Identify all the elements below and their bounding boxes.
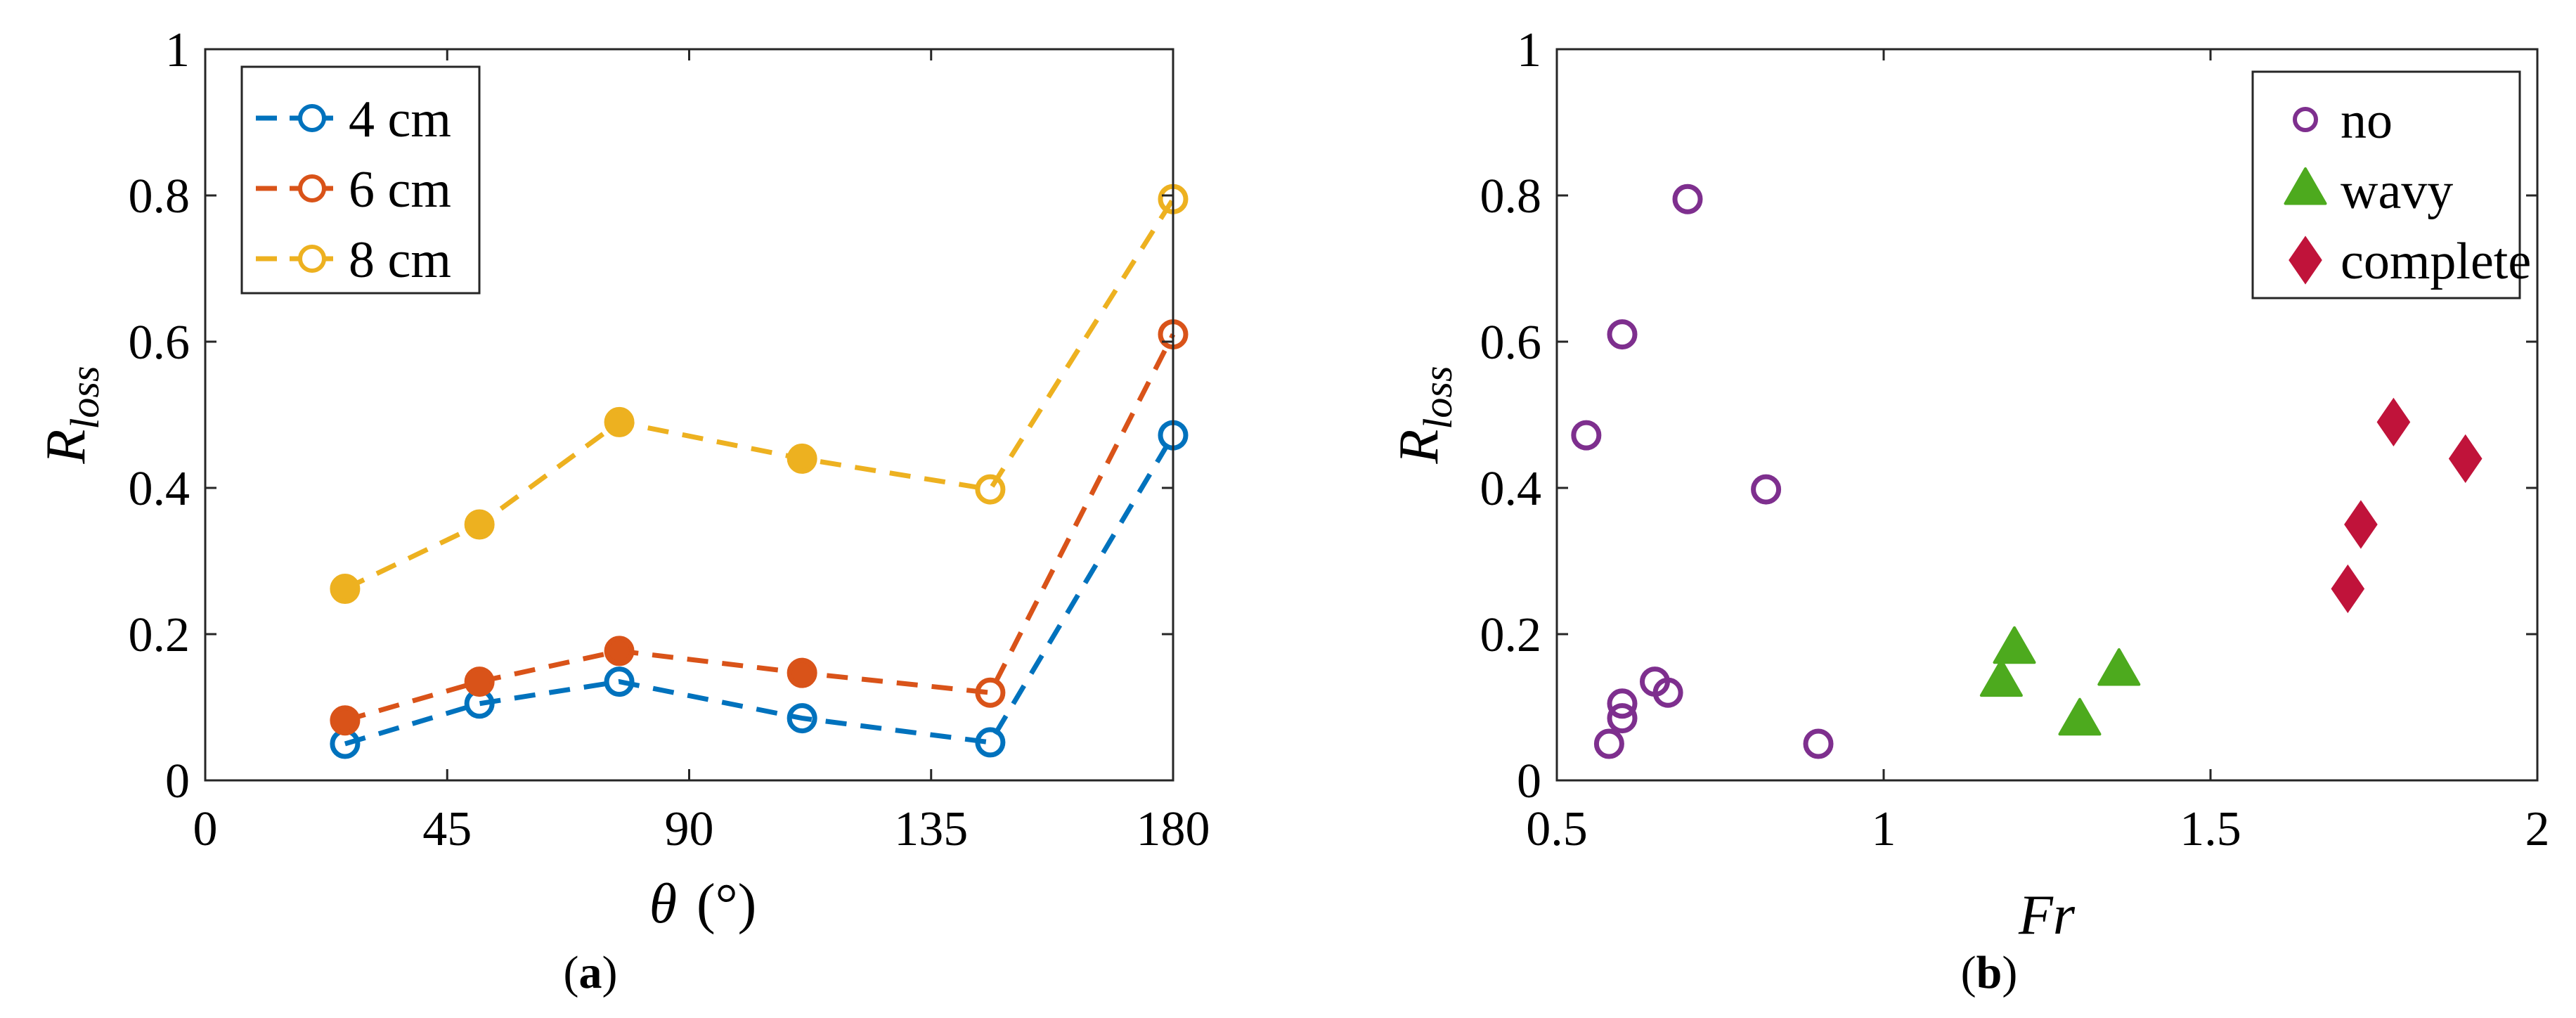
data-point-no: [1607, 688, 1638, 719]
panel-b-chart: 0.5 1 1.5 2 0 0.2 0.4 0.6 0.8 1 Fr Rloss no wavy co…: [1388, 23, 2550, 998]
data-point-8-cm: [604, 406, 635, 437]
legend-marker: [298, 174, 326, 202]
y-tick-label: 0: [1517, 754, 1541, 808]
y-tick-label: 0.4: [129, 462, 190, 516]
legend-label: 6 cm: [349, 161, 451, 219]
data-point-no: [1803, 728, 1834, 759]
data-point-8-cm: [464, 509, 495, 540]
x-tick-label: 90: [665, 802, 714, 856]
legend-label: wavy: [2341, 162, 2453, 220]
panel-a-x-axis-title: θ (°): [649, 873, 757, 935]
legend-label: complete: [2341, 233, 2531, 290]
data-point-no: [1607, 319, 1638, 350]
panel-a-legend: 4 cm 6 cm 8 cm: [240, 65, 481, 295]
data-point-no: [1751, 474, 1782, 505]
y-tick-label: 0.8: [129, 169, 190, 224]
data-point-8-cm: [330, 574, 361, 605]
data-point-6-cm: [604, 636, 635, 666]
data-point-8-cm: [787, 443, 817, 474]
legend-label: 4 cm: [349, 91, 451, 148]
y-tick-label: 0.6: [129, 316, 190, 370]
legend-marker: [2293, 107, 2318, 132]
legend-marker: [298, 104, 326, 132]
panel-a-ticks: 0 45 90 135 180 0 0.2 0.4 0.6 0.8 1: [129, 23, 1210, 856]
panel-b-x-axis-title: Fr: [2018, 884, 2076, 946]
panel-b-y-axis-title: Rloss: [1388, 366, 1461, 464]
panel-b-data-marks: [1571, 183, 2483, 759]
data-point-no: [1607, 703, 1638, 734]
data-point-6-cm: [975, 677, 1006, 708]
legend-marker: [298, 245, 326, 273]
data-point-no: [1652, 677, 1683, 708]
data-point-8-cm: [975, 474, 1006, 505]
data-point-complete: [2344, 500, 2378, 549]
y-tick-label: 1: [1517, 23, 1541, 77]
x-tick-label: 45: [422, 802, 472, 856]
y-tick-label: 0: [165, 754, 190, 808]
series-line-8-cm: [344, 198, 1175, 591]
data-point-4-cm: [787, 703, 817, 734]
panel-a-legend-box: [240, 65, 481, 295]
y-tick-label: 0.2: [129, 608, 190, 662]
panel-b-legend: no wavy complete: [2251, 70, 2531, 299]
data-point-wavy: [1993, 626, 2036, 664]
data-point-complete: [2448, 434, 2483, 484]
x-tick-label: 2: [2525, 802, 2550, 856]
data-point-wavy: [2058, 697, 2102, 736]
data-point-no: [1593, 728, 1624, 759]
data-point-6-cm: [330, 705, 361, 736]
x-tick-label: 135: [894, 802, 968, 856]
legend-marker: [2284, 167, 2327, 205]
data-point-complete: [2331, 564, 2365, 614]
x-tick-label: 0.5: [1526, 802, 1588, 856]
data-point-wavy: [1979, 659, 2023, 697]
data-point-6-cm: [464, 666, 495, 697]
data-point-6-cm: [787, 657, 817, 688]
y-tick-label: 0.6: [1480, 316, 1542, 370]
panel-a-label: (a): [564, 947, 618, 998]
x-tick-label: 1: [1872, 802, 1896, 856]
panel-a-chart: 0 45 90 135 180 0 0.2 0.4 0.6 0.8 1 θ (°) Rloss 4 c…: [35, 23, 1210, 998]
x-tick-label: 180: [1137, 802, 1210, 856]
panel-a-y-axis-title: Rloss: [35, 366, 108, 464]
y-tick-label: 1: [165, 23, 190, 77]
legend-marker: [2289, 236, 2322, 285]
y-tick-label: 0.8: [1480, 169, 1542, 224]
data-point-wavy: [2097, 648, 2141, 686]
series-line-6-cm: [344, 333, 1176, 723]
panel-b-axes-box: [1555, 48, 2539, 782]
data-point-no: [1672, 183, 1703, 214]
y-tick-label: 0.2: [1480, 608, 1542, 662]
legend-label: no: [2341, 92, 2393, 150]
data-point-complete: [2376, 397, 2411, 447]
panel-b-ticks: 0.5 1 1.5 2 0 0.2 0.4 0.6 0.8 1: [1480, 23, 2550, 856]
x-tick-label: 0: [193, 802, 218, 856]
data-point-4-cm: [975, 727, 1006, 758]
x-tick-label: 1.5: [2180, 802, 2241, 856]
y-tick-label: 0.4: [1480, 462, 1542, 516]
data-point-no: [1571, 420, 1602, 451]
legend-label: 8 cm: [349, 231, 451, 289]
data-point-4-cm: [604, 666, 635, 697]
panel-b-label: (b): [1961, 947, 2018, 998]
series-line-4-cm: [344, 434, 1176, 747]
